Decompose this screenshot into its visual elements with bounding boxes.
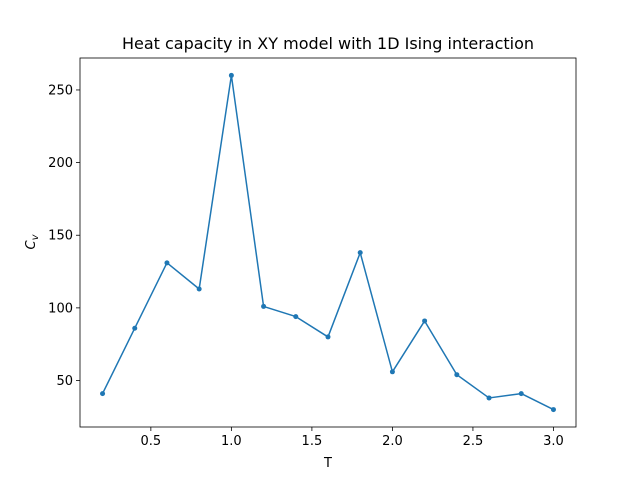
data-point — [228, 72, 234, 78]
x-tick-label: 2.0 — [382, 434, 403, 449]
y-tick-label: 100 — [48, 301, 73, 316]
data-point — [422, 318, 428, 324]
data-point — [164, 260, 170, 266]
x-tick-label: 3.0 — [543, 434, 564, 449]
data-point — [550, 407, 556, 413]
chart-title: Heat capacity in XY model with 1D Ising … — [122, 34, 534, 53]
data-point — [293, 314, 299, 320]
axes-frame — [79, 57, 577, 428]
x-axis-label: T — [323, 456, 332, 471]
y-tick-label: 150 — [48, 229, 73, 244]
data-point — [196, 286, 202, 292]
y-tick-label: 250 — [48, 83, 73, 98]
data-point — [100, 391, 106, 397]
x-tick-label: 2.5 — [463, 434, 484, 449]
data-point — [486, 395, 492, 401]
data-point — [357, 250, 363, 256]
y-axis-label-sub: v — [30, 233, 41, 240]
y-tick-label: 200 — [48, 156, 73, 171]
x-tick-label: 0.5 — [141, 434, 162, 449]
plot-area: 0.5 1.0 1.5 2.0 2.5 3.0 50 100 150 200 250 — [48, 57, 577, 449]
data-point — [132, 325, 138, 331]
data-point — [389, 369, 395, 375]
x-tick-label: 1.5 — [302, 434, 323, 449]
x-tick-label: 1.0 — [221, 434, 242, 449]
y-axis-label-main: C — [24, 240, 39, 250]
data-point — [518, 391, 524, 397]
y-axis-label: Cv — [24, 233, 41, 249]
data-point — [325, 334, 331, 340]
data-point — [261, 303, 267, 309]
data-point — [454, 372, 460, 378]
y-tick-label: 50 — [56, 374, 73, 389]
